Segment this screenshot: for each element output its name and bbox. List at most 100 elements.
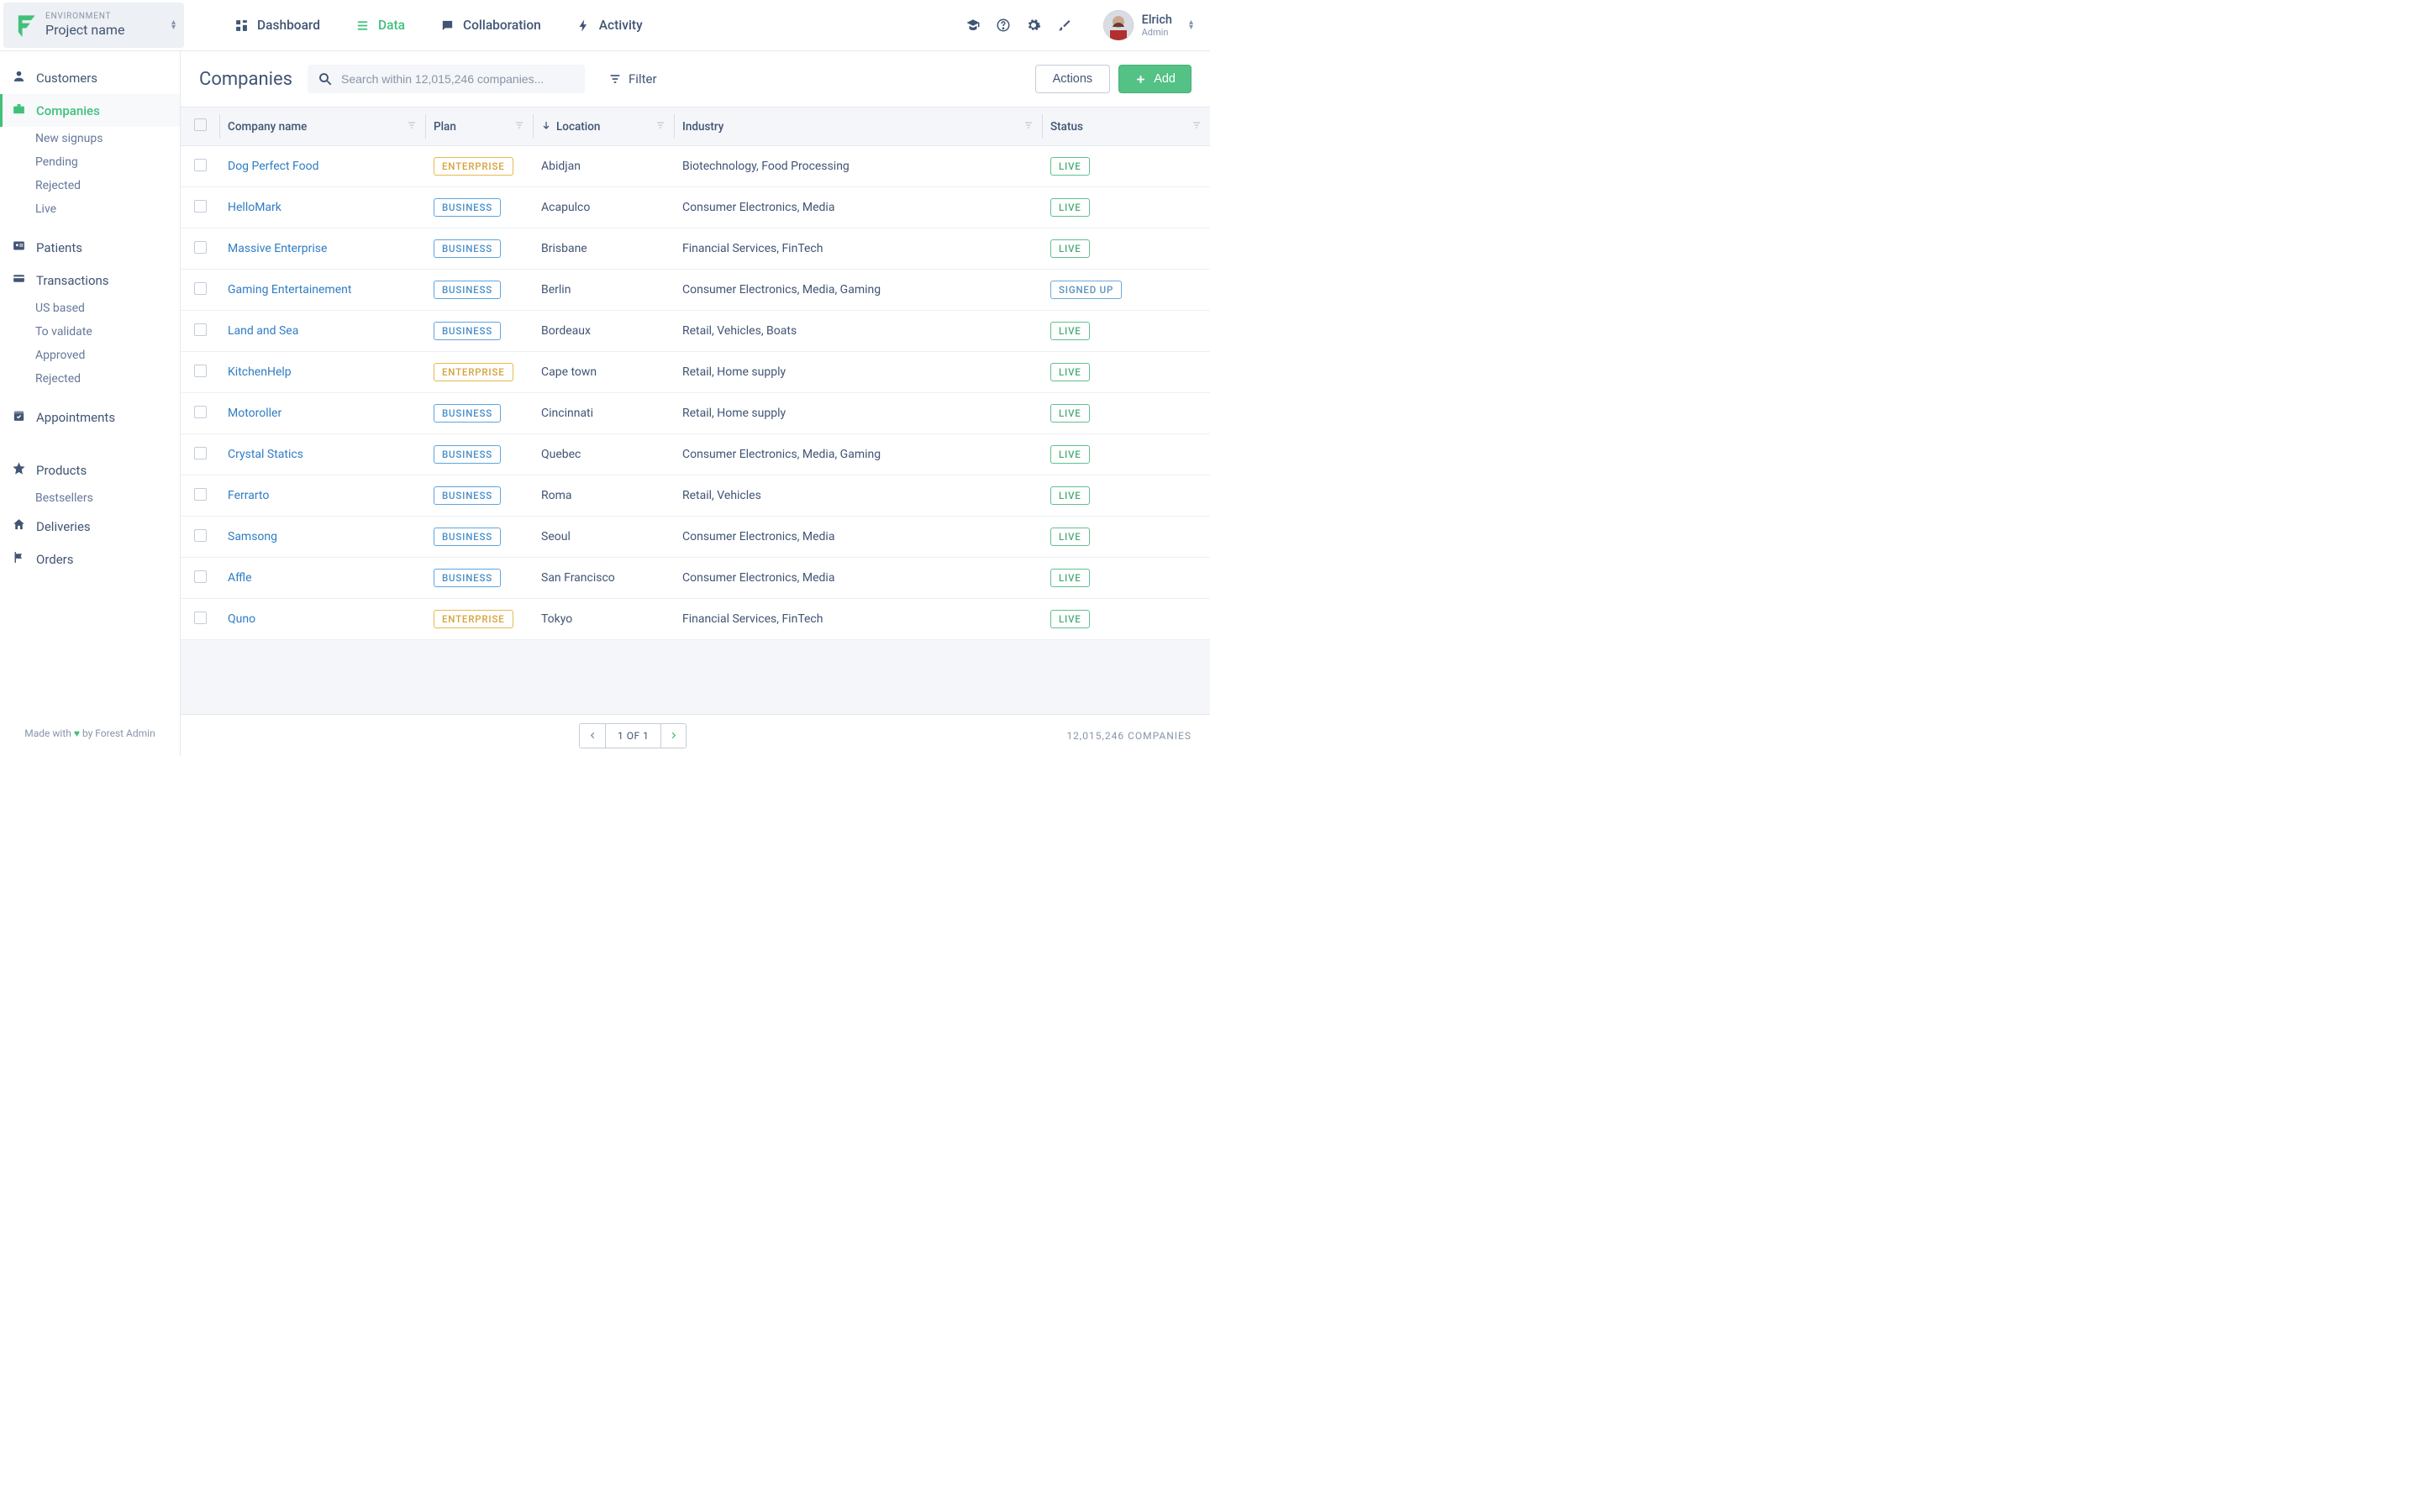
table-row[interactable]: Gaming EntertainementBUSINESSBerlinConsu… xyxy=(181,270,1210,311)
tab-activity[interactable]: Activity xyxy=(576,18,643,33)
column-filter-icon[interactable] xyxy=(1192,120,1202,134)
sidebar-item-products[interactable]: Products xyxy=(0,454,180,486)
table-row[interactable]: FerrartoBUSINESSRomaRetail, VehiclesLIVE xyxy=(181,475,1210,517)
sidebar-item-orders[interactable]: Orders xyxy=(0,543,180,575)
company-link[interactable]: Dog Perfect Food xyxy=(228,160,319,173)
tab-dashboard[interactable]: Dashboard xyxy=(234,18,320,33)
table-row[interactable]: Land and SeaBUSINESSBordeauxRetail, Vehi… xyxy=(181,311,1210,352)
status-badge: LIVE xyxy=(1050,486,1090,505)
actions-button[interactable]: Actions xyxy=(1035,65,1111,93)
location-cell: Seoul xyxy=(533,517,674,558)
table-row[interactable]: QunoENTERPRISETokyoFinancial Services, F… xyxy=(181,599,1210,640)
sidebar-sub-live[interactable]: Live xyxy=(0,197,180,221)
row-checkbox[interactable] xyxy=(194,612,207,624)
row-checkbox[interactable] xyxy=(194,365,207,377)
company-link[interactable]: Massive Enterprise xyxy=(228,242,327,255)
sidebar-item-customers[interactable]: Customers xyxy=(0,61,180,94)
company-link[interactable]: Land and Sea xyxy=(228,324,298,338)
row-checkbox[interactable] xyxy=(194,200,207,213)
row-checkbox[interactable] xyxy=(194,488,207,501)
pager-prev[interactable] xyxy=(580,724,605,748)
user-menu[interactable]: Elrich Admin ▴▾ xyxy=(1103,10,1193,40)
footer-suffix: by Forest Admin xyxy=(80,727,155,739)
company-link[interactable]: Quno xyxy=(228,612,255,626)
column-filter-icon[interactable] xyxy=(655,120,666,134)
th-plan[interactable]: Plan xyxy=(434,120,456,134)
search-box[interactable] xyxy=(308,65,585,93)
sidebar-item-patients[interactable]: Patients xyxy=(0,231,180,264)
filter-button[interactable]: Filter xyxy=(608,71,657,87)
company-link[interactable]: Affle xyxy=(228,571,252,585)
company-link[interactable]: HelloMark xyxy=(228,201,281,214)
row-checkbox[interactable] xyxy=(194,159,207,171)
row-checkbox[interactable] xyxy=(194,241,207,254)
column-filter-icon[interactable] xyxy=(407,120,417,134)
row-checkbox[interactable] xyxy=(194,282,207,295)
table-wrap: Company name Plan Location Industry Stat… xyxy=(181,107,1210,714)
table-row[interactable]: SamsongBUSINESSSeoulConsumer Electronics… xyxy=(181,517,1210,558)
th-industry[interactable]: Industry xyxy=(682,120,723,134)
company-link[interactable]: Motoroller xyxy=(228,407,281,420)
company-link[interactable]: Crystal Statics xyxy=(228,448,303,461)
company-link[interactable]: KitchenHelp xyxy=(228,365,292,379)
row-checkbox[interactable] xyxy=(194,406,207,418)
row-checkbox[interactable] xyxy=(194,447,207,459)
table-row[interactable]: Dog Perfect FoodENTERPRISEAbidjanBiotech… xyxy=(181,146,1210,187)
sidebar-sub-to-validate[interactable]: To validate xyxy=(0,320,180,344)
status-badge: LIVE xyxy=(1050,239,1090,258)
company-link[interactable]: Ferrarto xyxy=(228,489,269,502)
pager-next[interactable] xyxy=(660,724,686,748)
tab-data[interactable]: Data xyxy=(355,18,405,33)
search-icon xyxy=(318,71,333,87)
sidebar-sub-approved[interactable]: Approved xyxy=(0,344,180,367)
row-checkbox[interactable] xyxy=(194,323,207,336)
company-link[interactable]: Samsong xyxy=(228,530,277,543)
sidebar-sub-us-based[interactable]: US based xyxy=(0,297,180,320)
tab-data-label: Data xyxy=(378,18,405,33)
sidebar-sub-rejected[interactable]: Rejected xyxy=(0,367,180,391)
sidebar-item-appointments[interactable]: Appointments xyxy=(0,401,180,433)
company-link[interactable]: Gaming Entertainement xyxy=(228,283,351,297)
flag-icon xyxy=(12,550,26,568)
table-row[interactable]: MotorollerBUSINESSCincinnatiRetail, Home… xyxy=(181,393,1210,434)
column-filter-icon[interactable] xyxy=(1023,120,1034,134)
location-cell: Brisbane xyxy=(533,228,674,270)
table-row[interactable]: KitchenHelpENTERPRISECape townRetail, Ho… xyxy=(181,352,1210,393)
select-all-checkbox[interactable] xyxy=(194,118,207,131)
search-input[interactable] xyxy=(341,72,575,86)
industry-cell: Retail, Home supply xyxy=(674,352,1042,393)
brush-icon[interactable] xyxy=(1056,18,1071,33)
table-row[interactable]: HelloMarkBUSINESSAcapulcoConsumer Electr… xyxy=(181,187,1210,228)
th-status[interactable]: Status xyxy=(1050,120,1083,134)
sidebar-item-deliveries[interactable]: Deliveries xyxy=(0,510,180,543)
environment-switcher[interactable]: ENVIRONMENT Project name ▴▾ xyxy=(3,3,184,48)
credit-card-icon xyxy=(12,271,26,289)
table-row[interactable]: AffleBUSINESSSan FranciscoConsumer Elect… xyxy=(181,558,1210,599)
row-checkbox[interactable] xyxy=(194,570,207,583)
sidebar-item-label: Orders xyxy=(36,552,74,567)
location-cell: Tokyo xyxy=(533,599,674,640)
sidebar-item-label: Companies xyxy=(36,103,100,118)
help-icon[interactable] xyxy=(996,18,1011,33)
add-button[interactable]: Add xyxy=(1118,65,1192,93)
status-badge: LIVE xyxy=(1050,445,1090,464)
sidebar-sub-rejected[interactable]: Rejected xyxy=(0,174,180,197)
table-row[interactable]: Massive EnterpriseBUSINESSBrisbaneFinanc… xyxy=(181,228,1210,270)
row-checkbox[interactable] xyxy=(194,529,207,542)
sidebar-item-transactions[interactable]: Transactions xyxy=(0,264,180,297)
gear-icon[interactable] xyxy=(1026,18,1041,33)
learn-icon[interactable] xyxy=(965,18,981,33)
column-filter-icon[interactable] xyxy=(514,120,524,134)
sidebar-sub-new-signups[interactable]: New signups xyxy=(0,127,180,150)
dashboard-icon xyxy=(234,18,249,33)
content: Companies Filter Actions Add xyxy=(181,51,1210,756)
sidebar-sub-pending[interactable]: Pending xyxy=(0,150,180,174)
th-name[interactable]: Company name xyxy=(228,120,307,134)
th-location[interactable]: Location xyxy=(556,120,600,134)
pager-text: 1 OF 1 xyxy=(605,724,660,748)
sidebar-item-companies[interactable]: Companies xyxy=(0,94,180,127)
user-role: Admin xyxy=(1142,27,1172,38)
table-row[interactable]: Crystal StaticsBUSINESSQuebecConsumer El… xyxy=(181,434,1210,475)
sidebar-sub-bestsellers[interactable]: Bestsellers xyxy=(0,486,180,510)
tab-collaboration[interactable]: Collaboration xyxy=(440,18,541,33)
